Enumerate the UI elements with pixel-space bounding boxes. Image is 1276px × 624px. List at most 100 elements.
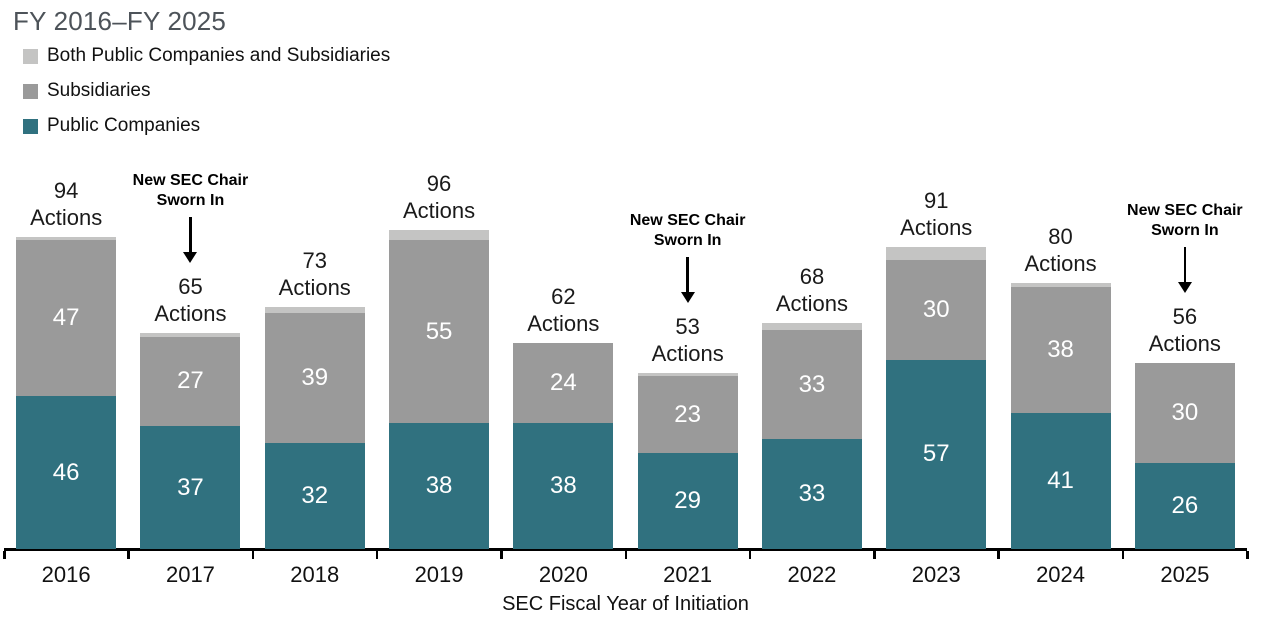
segment-value-subsidiaries: 39 xyxy=(301,364,329,392)
annotation-text: New SEC Chair Sworn In xyxy=(593,211,783,251)
bar-2021-both xyxy=(637,373,738,377)
annotation-arrow-icon xyxy=(680,257,695,304)
bar-total-label: 56 Actions xyxy=(1123,303,1247,357)
x-tick-label: 2025 xyxy=(1160,562,1210,587)
x-tick-label: 2022 xyxy=(787,562,837,587)
x-tick xyxy=(500,550,503,559)
total-value: 73 xyxy=(302,247,327,273)
bar-2019-public-companies xyxy=(389,422,490,549)
total-value: 94 xyxy=(53,177,79,203)
x-tick xyxy=(873,550,876,559)
bar-total-label: 65 Actions xyxy=(128,273,252,327)
bar-2022-both xyxy=(761,323,862,330)
x-tick-label: 2018 xyxy=(290,562,340,587)
segment-value-public: 41 xyxy=(1047,466,1074,494)
legend-swatch-public-companies xyxy=(23,118,38,134)
legend-label: Public Companies xyxy=(47,115,201,136)
annotation-line-2: Sworn In xyxy=(1151,222,1219,240)
bar-total-label: 53 Actions xyxy=(626,313,750,367)
x-tick xyxy=(3,550,6,559)
bar-2017-both xyxy=(140,333,241,337)
segment-value-subsidiaries: 55 xyxy=(425,317,453,345)
total-suffix: Actions xyxy=(900,214,973,240)
bar-2022-subsidiaries xyxy=(761,329,862,440)
total-suffix: Actions xyxy=(775,291,849,317)
annotation-line-1: New SEC Chair xyxy=(132,172,249,190)
legend-label: Subsidiaries xyxy=(47,80,151,101)
bar-2019-both xyxy=(389,230,490,241)
x-axis-line xyxy=(4,547,1247,551)
bar-total-label: 96 Actions xyxy=(377,170,501,224)
total-value: 65 xyxy=(178,274,203,300)
bar-total-label: 94 Actions xyxy=(4,177,128,231)
bar-2024-subsidiaries xyxy=(1010,286,1111,413)
annotation-line-1: New SEC Chair xyxy=(1127,202,1243,220)
bar-2020-public-companies xyxy=(513,422,614,549)
bar-2024-public-companies xyxy=(1010,412,1111,549)
bar-2019-subsidiaries xyxy=(389,240,490,423)
bar-2023-subsidiaries xyxy=(886,260,987,360)
segment-value-public: 57 xyxy=(922,440,950,468)
total-suffix: Actions xyxy=(651,341,724,367)
x-tick-label: 2016 xyxy=(41,562,91,587)
bar-2018-subsidiaries xyxy=(264,313,365,443)
legend-swatch-subsidiaries xyxy=(23,83,38,99)
x-tick-label: 2017 xyxy=(165,562,215,587)
arrow-shaft xyxy=(1183,247,1187,283)
total-suffix: Actions xyxy=(1148,331,1221,357)
total-suffix: Actions xyxy=(402,198,476,224)
annotation-text: New SEC Chair Sworn In xyxy=(1090,201,1276,241)
legend-item-public-companies: Public Companies xyxy=(23,115,390,136)
x-tick xyxy=(1121,550,1125,559)
total-suffix: Actions xyxy=(154,301,227,327)
total-value: 68 xyxy=(799,264,825,290)
total-suffix: Actions xyxy=(30,204,103,230)
bar-2023-both xyxy=(886,246,987,261)
arrow-head xyxy=(183,252,198,264)
legend-item-both: Both Public Companies and Subsidiaries xyxy=(23,45,390,66)
x-tick xyxy=(1246,550,1249,559)
x-tick-label: 2023 xyxy=(911,562,961,587)
bar-2017-public-companies xyxy=(140,426,241,549)
segment-value-public: 33 xyxy=(798,480,826,508)
arrow-shaft xyxy=(189,217,192,253)
bar-2025-public-companies xyxy=(1134,462,1235,549)
total-value: 56 xyxy=(1172,304,1198,330)
legend-item-subsidiaries: Subsidiaries xyxy=(23,80,390,101)
segment-value-subsidiaries: 24 xyxy=(549,369,577,396)
bar-total-label: 73 Actions xyxy=(253,247,377,301)
bar-2018-both xyxy=(264,306,365,314)
annotation-text: New SEC Chair Sworn In xyxy=(95,171,285,211)
x-tick xyxy=(127,550,130,559)
arrow-head xyxy=(1177,282,1192,294)
bar-2024-both xyxy=(1010,283,1111,287)
x-tick xyxy=(748,550,752,559)
segment-value-public: 29 xyxy=(674,486,701,514)
x-tick xyxy=(375,550,379,559)
bar-2020-subsidiaries xyxy=(513,343,614,423)
arrow-head xyxy=(680,292,695,304)
chart-title: FY 2016–FY 2025 xyxy=(13,6,227,36)
segment-value-public: 37 xyxy=(177,473,204,501)
annotation-arrow-icon xyxy=(183,217,198,264)
bar-2021-public-companies xyxy=(637,452,738,549)
x-tick-label: 2024 xyxy=(1036,562,1086,587)
annotation-line-2: Sworn In xyxy=(156,192,225,210)
bar-total-label: 68 Actions xyxy=(750,263,874,317)
segment-value-subsidiaries: 27 xyxy=(177,367,204,395)
bar-2017-subsidiaries xyxy=(140,336,241,427)
x-tick xyxy=(624,550,627,559)
bar-2016-both xyxy=(16,236,117,241)
total-value: 53 xyxy=(675,314,700,340)
bar-2025-subsidiaries xyxy=(1134,363,1235,463)
annotation-arrow-icon xyxy=(1177,247,1192,294)
segment-value-subsidiaries: 30 xyxy=(922,295,950,323)
bar-2022-public-companies xyxy=(761,439,862,549)
segment-value-subsidiaries: 47 xyxy=(52,304,80,332)
total-suffix: Actions xyxy=(1024,251,1097,277)
annotation-line-2: Sworn In xyxy=(653,232,722,250)
segment-value-public: 38 xyxy=(425,471,453,499)
bar-2016-subsidiaries xyxy=(16,240,117,397)
